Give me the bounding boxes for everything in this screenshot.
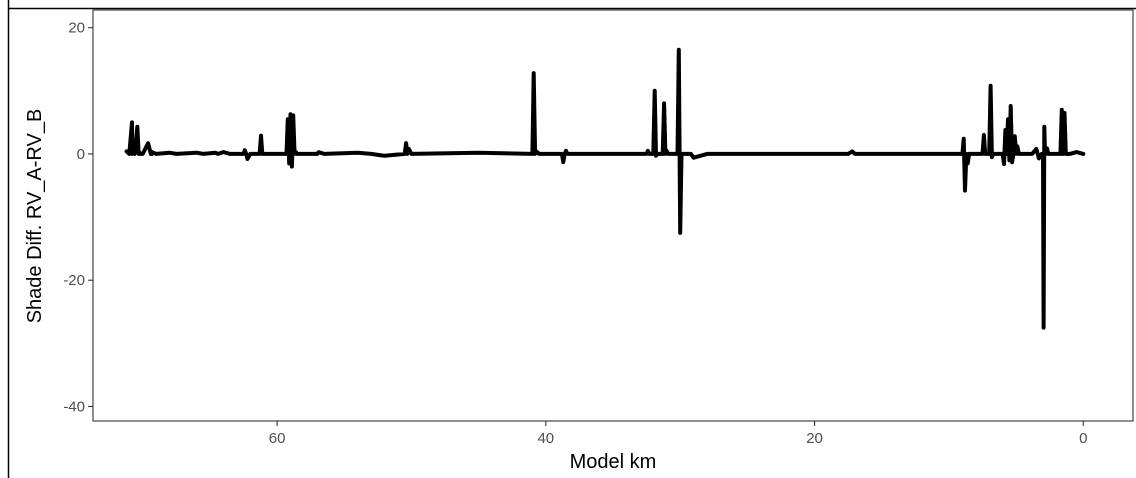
- panel-border: [92, 9, 1134, 422]
- x-tick-label: 20: [806, 430, 823, 447]
- x-axis-title: Model km: [570, 451, 657, 473]
- y-tick-label: 0: [77, 146, 85, 163]
- chart-marks: 20 0 -20 -40 60 40 20 0: [63, 20, 1087, 447]
- x-tick-label: 40: [537, 430, 554, 447]
- series-line: [124, 47, 1086, 330]
- x-tick-label: 60: [269, 430, 286, 447]
- y-tick-label: -20: [63, 272, 85, 289]
- y-axis-title: Shade Diff. RV_A-RV_B: [24, 109, 46, 324]
- panel-background: [93, 10, 1133, 421]
- x-tick-label: 0: [1079, 430, 1087, 447]
- y-tick-label: 20: [68, 20, 85, 37]
- y-tick-label: -40: [63, 398, 85, 415]
